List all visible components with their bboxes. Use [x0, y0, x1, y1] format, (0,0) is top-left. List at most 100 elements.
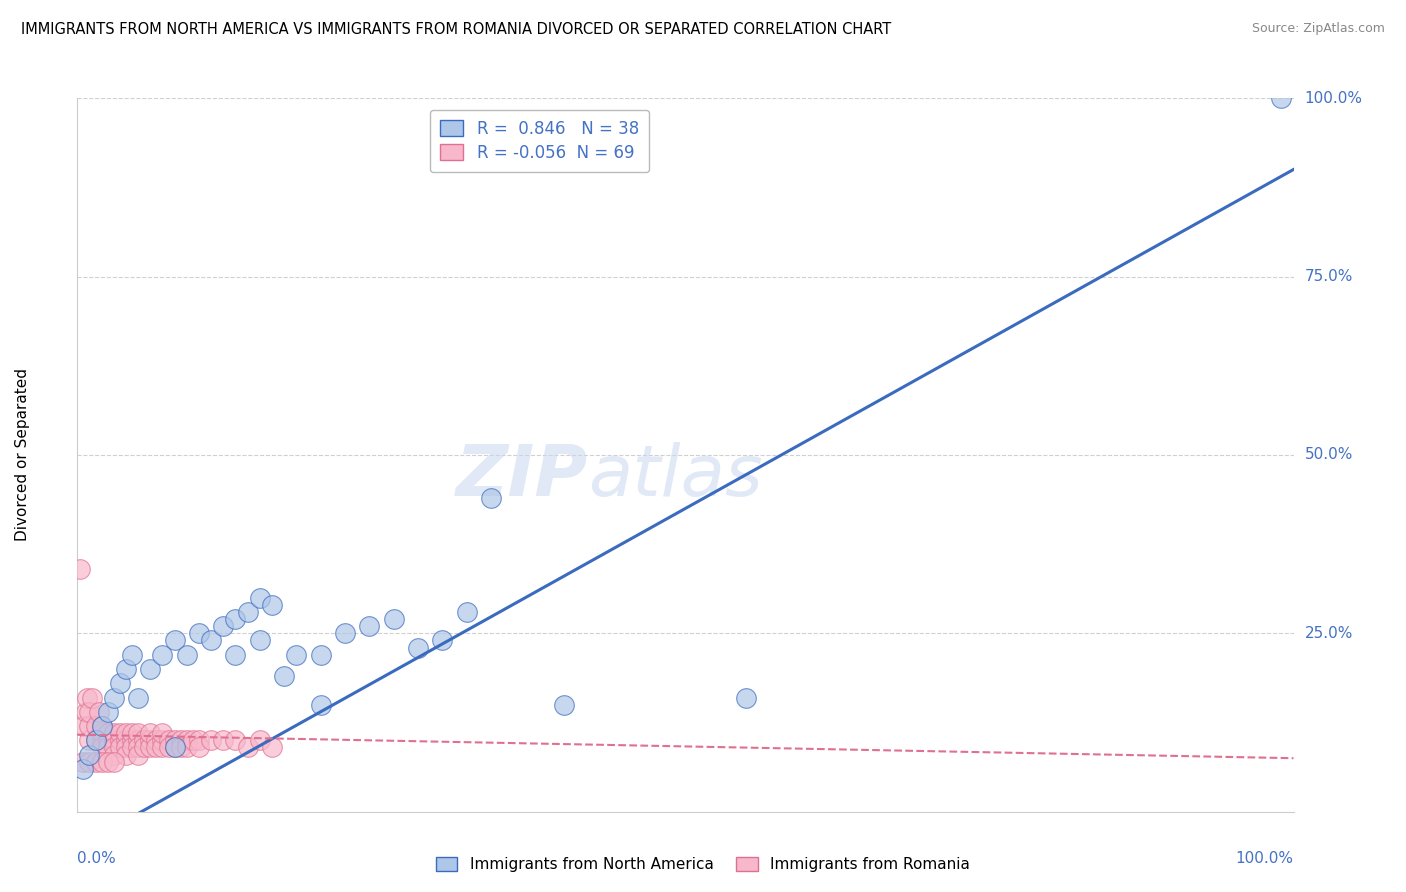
Point	[103, 733, 125, 747]
Point	[103, 755, 125, 769]
Point	[181, 733, 204, 747]
Point	[224, 612, 246, 626]
Point	[127, 747, 149, 762]
Point	[152, 648, 174, 662]
Point	[72, 762, 94, 776]
Point	[103, 690, 125, 705]
Point	[97, 755, 120, 769]
Point	[84, 755, 107, 769]
Text: 100.0%: 100.0%	[1305, 91, 1362, 105]
Point	[97, 733, 120, 747]
Point	[121, 726, 143, 740]
Point	[406, 640, 429, 655]
Point	[152, 740, 174, 755]
Point	[127, 740, 149, 755]
Point	[273, 669, 295, 683]
Legend: Immigrants from North America, Immigrants from Romania: Immigrants from North America, Immigrant…	[429, 849, 977, 880]
Point	[108, 676, 131, 690]
Point	[152, 733, 174, 747]
Point	[115, 747, 138, 762]
Text: 0.0%: 0.0%	[77, 851, 117, 866]
Point	[90, 719, 112, 733]
Point	[121, 740, 143, 755]
Point	[333, 626, 356, 640]
Point	[84, 733, 107, 747]
Point	[145, 740, 167, 755]
Point	[553, 698, 575, 712]
Point	[90, 719, 112, 733]
Point	[200, 733, 222, 747]
Point	[103, 740, 125, 755]
Point	[249, 591, 271, 605]
Point	[89, 705, 111, 719]
Point	[115, 662, 138, 676]
Point	[84, 719, 107, 733]
Point	[212, 733, 235, 747]
Legend: R =  0.846   N = 38, R = -0.056  N = 69: R = 0.846 N = 38, R = -0.056 N = 69	[430, 110, 650, 172]
Point	[163, 733, 186, 747]
Point	[108, 740, 131, 755]
Point	[103, 747, 125, 762]
Point	[157, 740, 180, 755]
Point	[176, 733, 198, 747]
Text: ZIP: ZIP	[456, 442, 588, 511]
Point	[69, 562, 91, 576]
Point	[139, 740, 162, 755]
Point	[115, 726, 138, 740]
Point	[115, 740, 138, 755]
Text: atlas: atlas	[588, 442, 762, 511]
Point	[79, 705, 101, 719]
Text: Divorced or Separated: Divorced or Separated	[15, 368, 30, 541]
Point	[97, 705, 120, 719]
Point	[90, 733, 112, 747]
Point	[157, 733, 180, 747]
Point	[97, 740, 120, 755]
Text: IMMIGRANTS FROM NORTH AMERICA VS IMMIGRANTS FROM ROMANIA DIVORCED OR SEPARATED C: IMMIGRANTS FROM NORTH AMERICA VS IMMIGRA…	[21, 22, 891, 37]
Point	[139, 726, 162, 740]
Text: Source: ZipAtlas.com: Source: ZipAtlas.com	[1251, 22, 1385, 36]
Point	[249, 733, 271, 747]
Point	[163, 740, 186, 755]
Point	[249, 633, 271, 648]
Point	[108, 733, 131, 747]
Point	[735, 690, 758, 705]
Point	[260, 740, 283, 755]
Point	[188, 740, 211, 755]
Point	[108, 726, 131, 740]
Point	[456, 605, 478, 619]
Point	[224, 648, 246, 662]
Point	[127, 726, 149, 740]
Point	[90, 726, 112, 740]
Point	[134, 733, 156, 747]
Point	[188, 626, 211, 640]
Point	[139, 733, 162, 747]
Point	[260, 598, 283, 612]
Point	[163, 633, 186, 648]
Point	[72, 755, 94, 769]
Point	[170, 740, 193, 755]
Text: 50.0%: 50.0%	[1305, 448, 1353, 462]
Point	[212, 619, 235, 633]
Point	[170, 733, 193, 747]
Point	[127, 690, 149, 705]
Point	[115, 733, 138, 747]
Text: 75.0%: 75.0%	[1305, 269, 1353, 284]
Point	[76, 690, 98, 705]
Point	[152, 726, 174, 740]
Point	[103, 726, 125, 740]
Point	[84, 733, 107, 747]
Point	[90, 740, 112, 755]
Point	[79, 755, 101, 769]
Point	[1270, 91, 1292, 105]
Point	[176, 740, 198, 755]
Point	[75, 705, 97, 719]
Point	[139, 662, 162, 676]
Point	[188, 733, 211, 747]
Point	[359, 619, 381, 633]
Point	[97, 726, 120, 740]
Point	[479, 491, 502, 505]
Point	[224, 733, 246, 747]
Point	[163, 740, 186, 755]
Point	[382, 612, 405, 626]
Point	[121, 733, 143, 747]
